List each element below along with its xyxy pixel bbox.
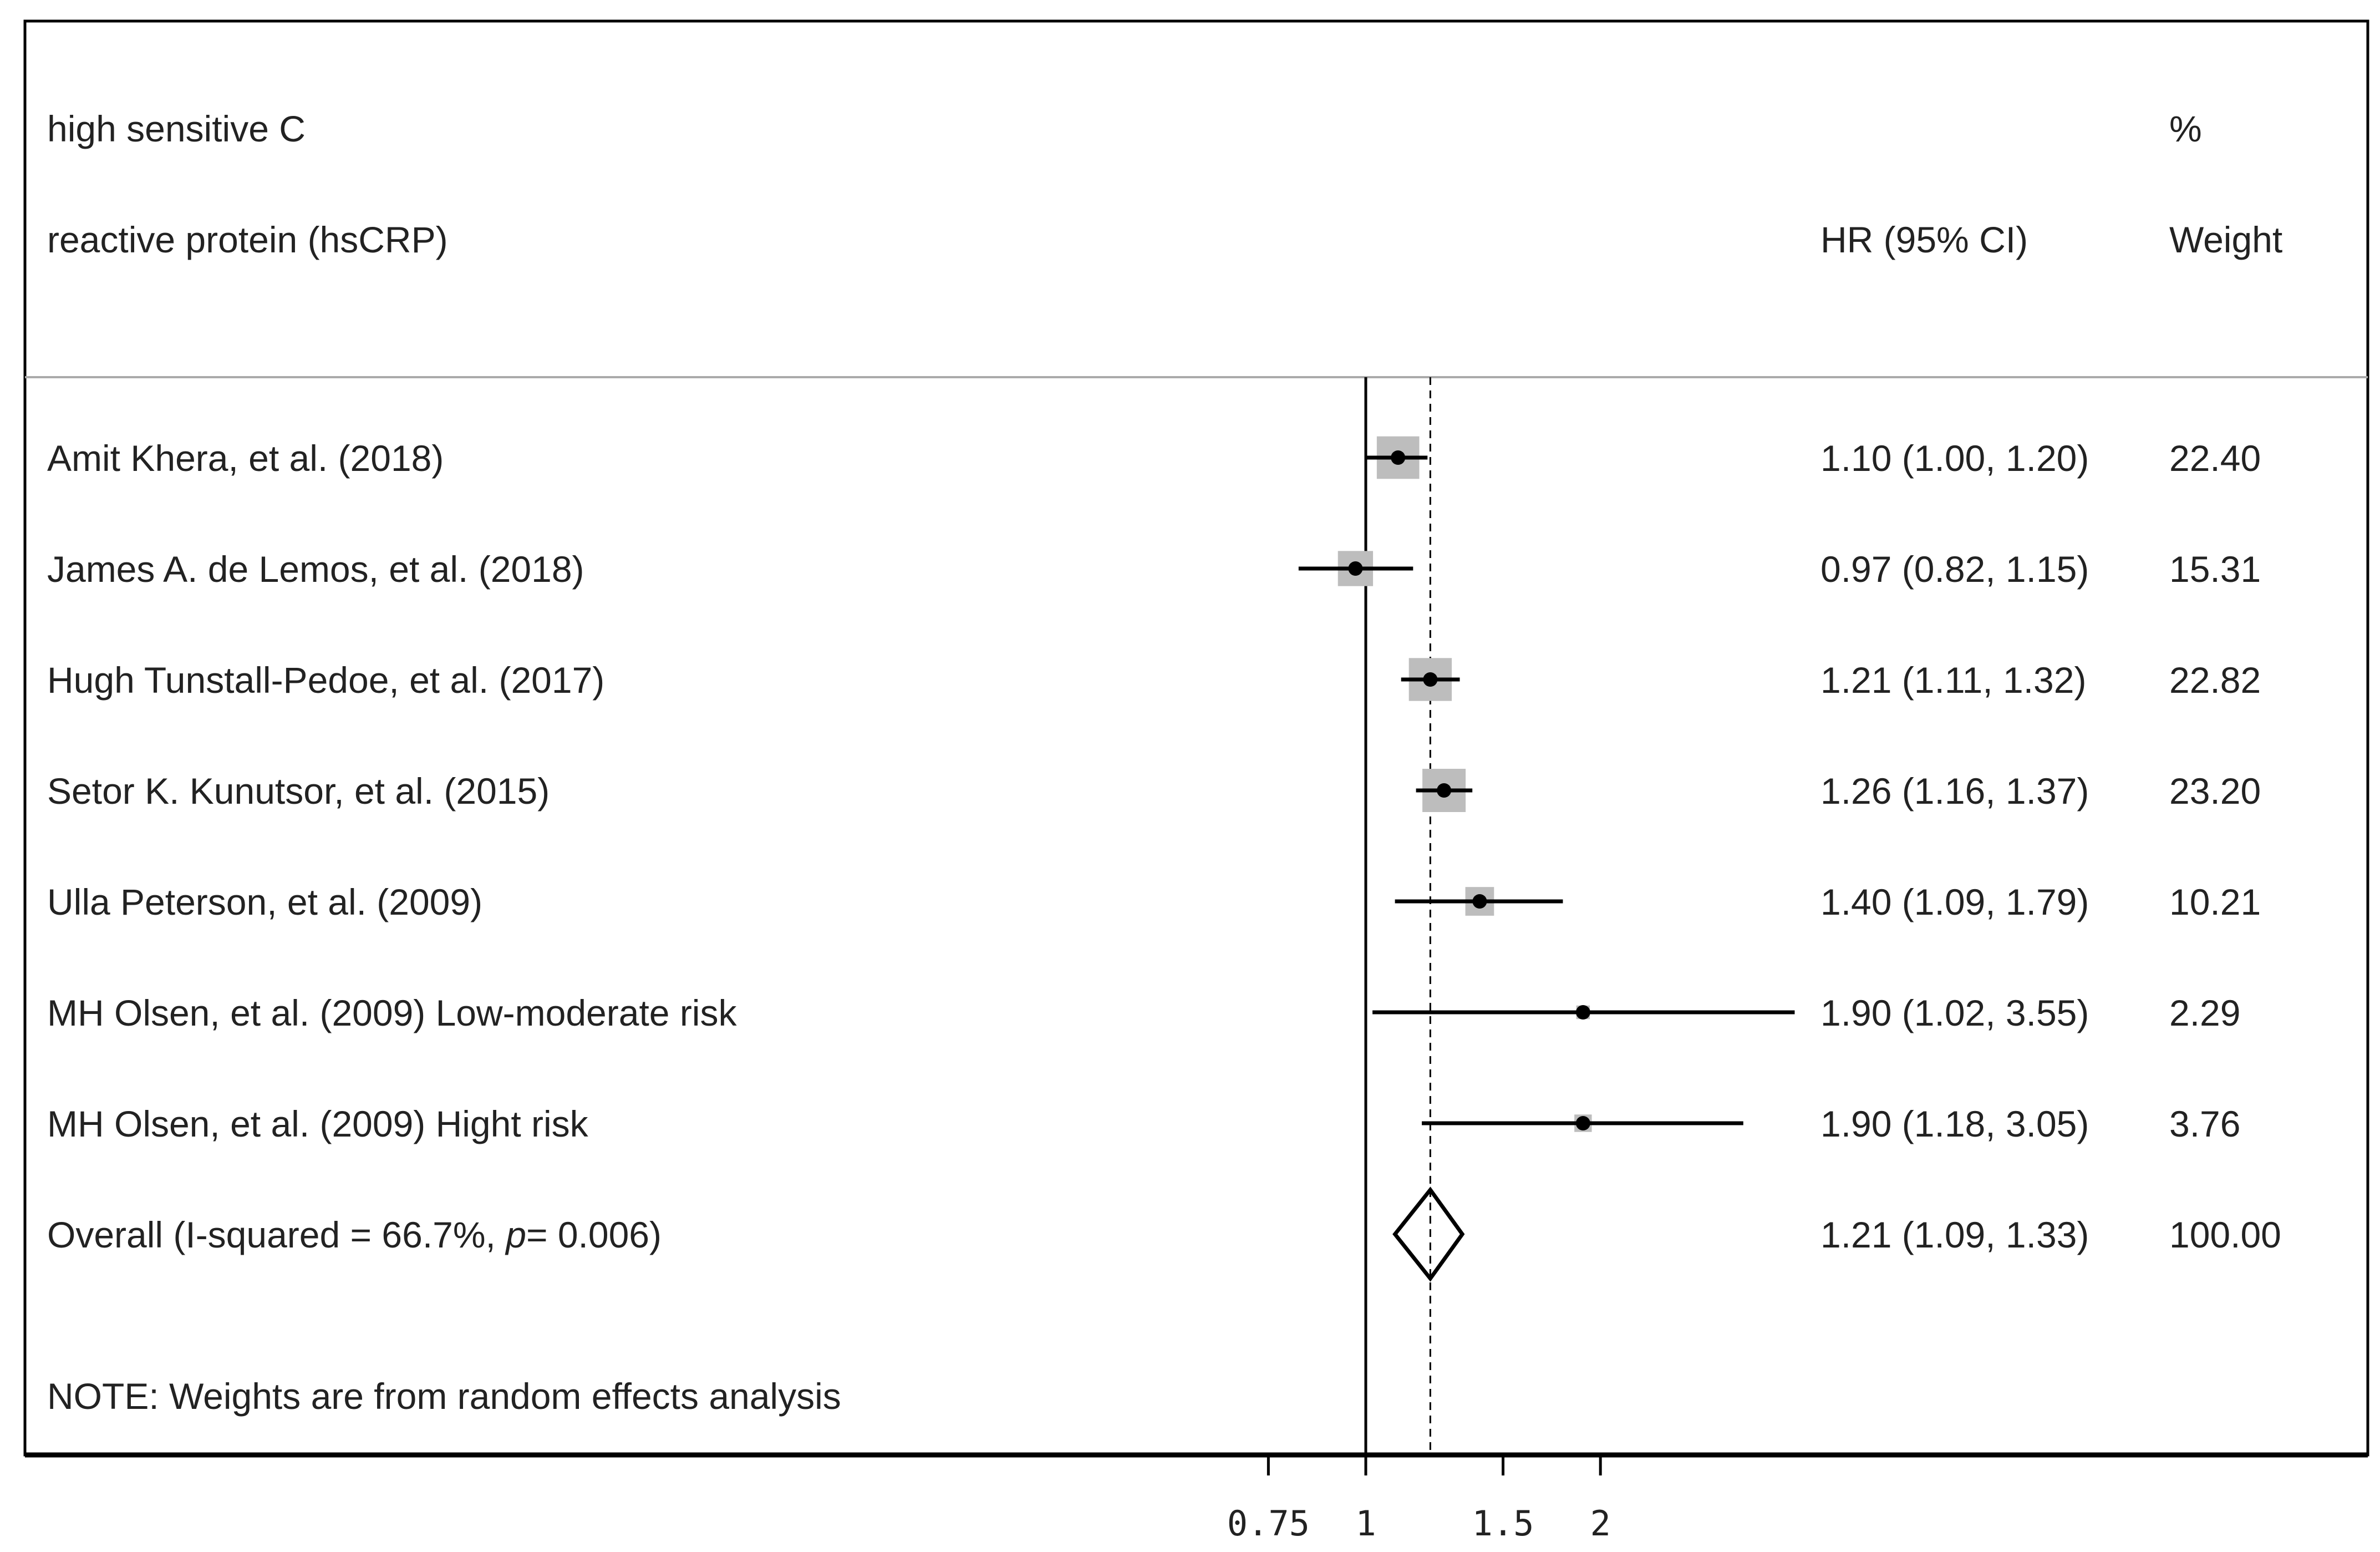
hr-ci-value: 1.40 (1.09, 1.79) <box>1820 881 2089 922</box>
point-estimate <box>1575 1005 1590 1020</box>
weight-column-header-percent: % <box>2169 108 2202 149</box>
study-row: Setor K. Kunutsor, et al. (2015) 1.26 (1.… <box>47 769 2261 812</box>
weight-value: 15.31 <box>2169 549 2261 590</box>
hr-ci-value: 1.21 (1.11, 1.32) <box>1820 660 2086 701</box>
overall-diamond <box>1392 1186 1465 1282</box>
study-row: MH Olsen, et al. (2009) Low-moderate ris… <box>47 992 2240 1033</box>
study-label: MH Olsen, et al. (2009) Low-moderate ris… <box>47 992 737 1033</box>
plot-title-line1: high sensitive C <box>47 108 306 149</box>
study-row: MH Olsen, et al. (2009) Hight risk 1.90 (… <box>47 1103 2240 1144</box>
overall-row: Overall (I-squared = 66.7%, p= 0.006) 1.2… <box>47 1186 2281 1282</box>
x-tick-label: 0.75 <box>1227 1503 1310 1544</box>
study-label: Ulla Peterson, et al. (2009) <box>47 881 482 922</box>
hr-ci-value: 1.26 (1.16, 1.37) <box>1820 770 2089 811</box>
study-row: Hugh Tunstall-Pedoe, et al. (2017) 1.21 (… <box>47 658 2261 701</box>
weight-value: 10.21 <box>2169 881 2261 922</box>
x-tick-label: 1 <box>1355 1503 1376 1544</box>
study-row: Ulla Peterson, et al. (2009) 1.40 (1.09, … <box>47 881 2261 922</box>
weight-column-header: Weight <box>2169 219 2282 260</box>
hr-ci-value: 1.90 (1.18, 3.05) <box>1820 1103 2089 1144</box>
point-estimate <box>1575 1116 1590 1130</box>
hr-ci-value: 1.90 (1.02, 3.55) <box>1820 992 2089 1033</box>
weight-value: 3.76 <box>2169 1103 2240 1144</box>
x-tick-label: 2 <box>1590 1503 1610 1544</box>
study-label: Setor K. Kunutsor, et al. (2015) <box>47 770 550 811</box>
point-estimate <box>1472 894 1487 909</box>
overall-hr-ci-value: 1.21 (1.09, 1.33) <box>1820 1214 2089 1255</box>
footnote: NOTE: Weights are from random effects an… <box>47 1376 841 1417</box>
study-row: Amit Khera, et al. (2018) 1.10 (1.00, 1.2… <box>47 436 2261 479</box>
study-rows: Amit Khera, et al. (2018) 1.10 (1.00, 1.2… <box>47 436 2261 1144</box>
overall-label-prefix: Overall (I-squared = 66.7%, <box>47 1214 506 1255</box>
weight-value: 22.82 <box>2169 660 2261 701</box>
study-row: James A. de Lemos, et al. (2018) 0.97 (0.… <box>47 549 2261 590</box>
hr-ci-value: 0.97 (0.82, 1.15) <box>1820 549 2089 590</box>
overall-label: Overall (I-squared = 66.7%, p= 0.006) <box>47 1214 662 1255</box>
x-tick-label: 1.5 <box>1472 1503 1534 1544</box>
hr-ci-value: 1.10 (1.00, 1.20) <box>1820 438 2089 479</box>
study-label: Amit Khera, et al. (2018) <box>47 438 444 479</box>
point-estimate <box>1348 561 1363 576</box>
plot-title-line2: reactive protein (hsCRP) <box>47 219 448 260</box>
point-estimate <box>1391 450 1406 465</box>
study-label: James A. de Lemos, et al. (2018) <box>47 549 584 590</box>
weight-value: 22.40 <box>2169 438 2261 479</box>
x-axis-ticks: 0.75 1 1.5 2 <box>1227 1455 1611 1544</box>
overall-label-p: p <box>505 1214 526 1255</box>
overall-weight-value: 100.00 <box>2169 1214 2281 1255</box>
point-estimate <box>1437 783 1452 798</box>
weight-value: 2.29 <box>2169 992 2240 1033</box>
study-label: MH Olsen, et al. (2009) Hight risk <box>47 1103 589 1144</box>
study-label: Hugh Tunstall-Pedoe, et al. (2017) <box>47 660 604 701</box>
point-estimate <box>1423 672 1438 687</box>
overall-label-suffix: = 0.006) <box>526 1214 662 1255</box>
effect-column-header: HR (95% CI) <box>1820 219 2028 260</box>
weight-value: 23.20 <box>2169 770 2261 811</box>
